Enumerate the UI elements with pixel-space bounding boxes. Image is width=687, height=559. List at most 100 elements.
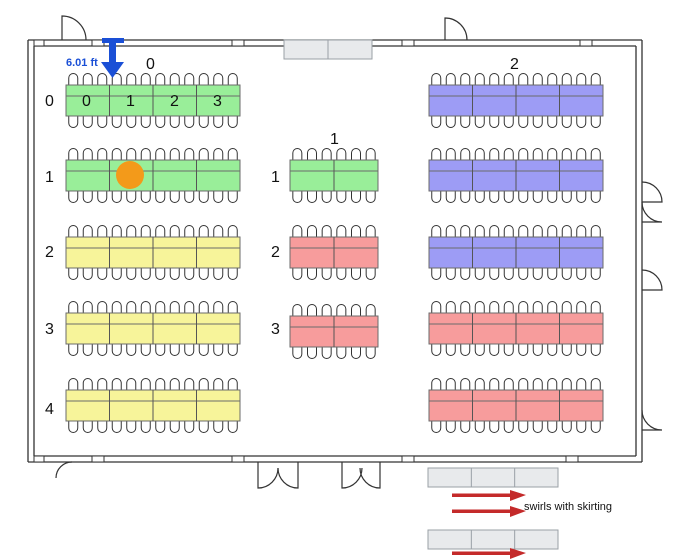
red-arrow-shaft <box>452 493 512 497</box>
chair-icon <box>97 301 108 313</box>
chair-icon <box>445 116 456 128</box>
red-arrow-shaft <box>452 551 512 555</box>
row-label-0-0: 0 <box>45 93 54 110</box>
chair-icon <box>111 191 122 203</box>
row-label-0-1: 1 <box>45 169 54 186</box>
chair-icon <box>532 344 543 356</box>
chair-icon <box>518 191 529 203</box>
chair-icon <box>292 268 303 280</box>
chair-icon <box>336 191 347 203</box>
chair-icon <box>518 116 529 128</box>
arrow-head <box>101 62 124 78</box>
chair-icon <box>82 148 93 160</box>
chair-icon <box>68 421 79 433</box>
chair-icon <box>111 148 122 160</box>
chair-icon <box>460 421 471 433</box>
chair-icon <box>126 191 137 203</box>
chair-icon <box>155 421 166 433</box>
chair-icon <box>213 268 224 280</box>
row-label-0-2: 2 <box>45 244 54 261</box>
chair-icon <box>561 421 572 433</box>
door-icon <box>641 201 663 223</box>
chair-icon <box>336 268 347 280</box>
chair-icon <box>82 116 93 128</box>
chair-icon <box>503 73 514 85</box>
chair-icon <box>97 73 108 85</box>
chair-icon <box>561 378 572 390</box>
chair-icon <box>460 344 471 356</box>
chair-icon <box>474 225 485 237</box>
chair-icon <box>336 148 347 160</box>
chair-icon <box>227 344 238 356</box>
chair-icon <box>111 421 122 433</box>
chair-icon <box>431 301 442 313</box>
banquet-tables <box>65 73 604 433</box>
chair-icon <box>82 344 93 356</box>
chair-icon <box>198 116 209 128</box>
chair-icon <box>169 191 180 203</box>
chair-icon <box>169 148 180 160</box>
chair-icon <box>198 268 209 280</box>
chair-icon <box>518 421 529 433</box>
chair-icon <box>307 225 317 237</box>
chair-icon <box>431 344 442 356</box>
chair-icon <box>126 225 137 237</box>
chair-icon <box>590 421 601 433</box>
red-arrow-head <box>510 548 526 559</box>
chair-icon <box>321 191 332 203</box>
chair-icon <box>561 116 572 128</box>
service-table <box>427 529 559 550</box>
chair-icon <box>590 378 601 390</box>
chair-icon <box>460 116 471 128</box>
chair-icon <box>169 344 180 356</box>
chair-icon <box>68 191 79 203</box>
chair-icon <box>365 225 376 237</box>
chair-icon <box>431 378 442 390</box>
arrow-down-icon <box>101 38 124 78</box>
chair-icon <box>227 73 238 85</box>
chair-icon <box>576 73 587 85</box>
chair-icon <box>198 421 209 433</box>
chair-icon <box>321 304 332 316</box>
chair-icon <box>445 301 456 313</box>
group-label-1: 1 <box>330 131 339 148</box>
chair-icon <box>547 116 558 128</box>
chair-icon <box>140 191 151 203</box>
chair-icon <box>365 304 376 316</box>
chair-icon <box>590 301 601 313</box>
chair-icon <box>532 73 543 85</box>
chair-icon <box>503 301 514 313</box>
chair-icon <box>547 148 558 160</box>
door-icon <box>641 409 663 431</box>
chair-icon <box>590 268 601 280</box>
chair-icon <box>97 148 108 160</box>
chair-icon <box>576 148 587 160</box>
chair-icon <box>126 344 137 356</box>
chair-icon <box>97 421 108 433</box>
chair-icon <box>126 378 137 390</box>
chair-icon <box>321 225 332 237</box>
chair-icon <box>111 268 122 280</box>
legend-note: swirls with skirting <box>524 501 612 513</box>
chair-icon <box>227 301 238 313</box>
doors <box>55 15 663 489</box>
chair-icon <box>561 73 572 85</box>
chair-icon <box>351 148 361 160</box>
marker-dot-icon[interactable] <box>116 161 144 189</box>
chair-icon <box>111 344 122 356</box>
chair-icon <box>336 225 347 237</box>
chair-icon <box>82 301 93 313</box>
door-icon <box>641 181 663 203</box>
chair-icon <box>474 378 485 390</box>
door-icon <box>341 462 363 489</box>
service-table <box>427 467 559 488</box>
chair-icon <box>489 191 500 203</box>
chair-icon <box>431 73 442 85</box>
chair-icon <box>198 225 209 237</box>
chair-icon <box>126 148 137 160</box>
chair-icon <box>321 148 332 160</box>
chair-icon <box>351 347 361 359</box>
chair-icon <box>431 148 442 160</box>
chair-icon <box>532 148 543 160</box>
chair-icon <box>184 73 195 85</box>
